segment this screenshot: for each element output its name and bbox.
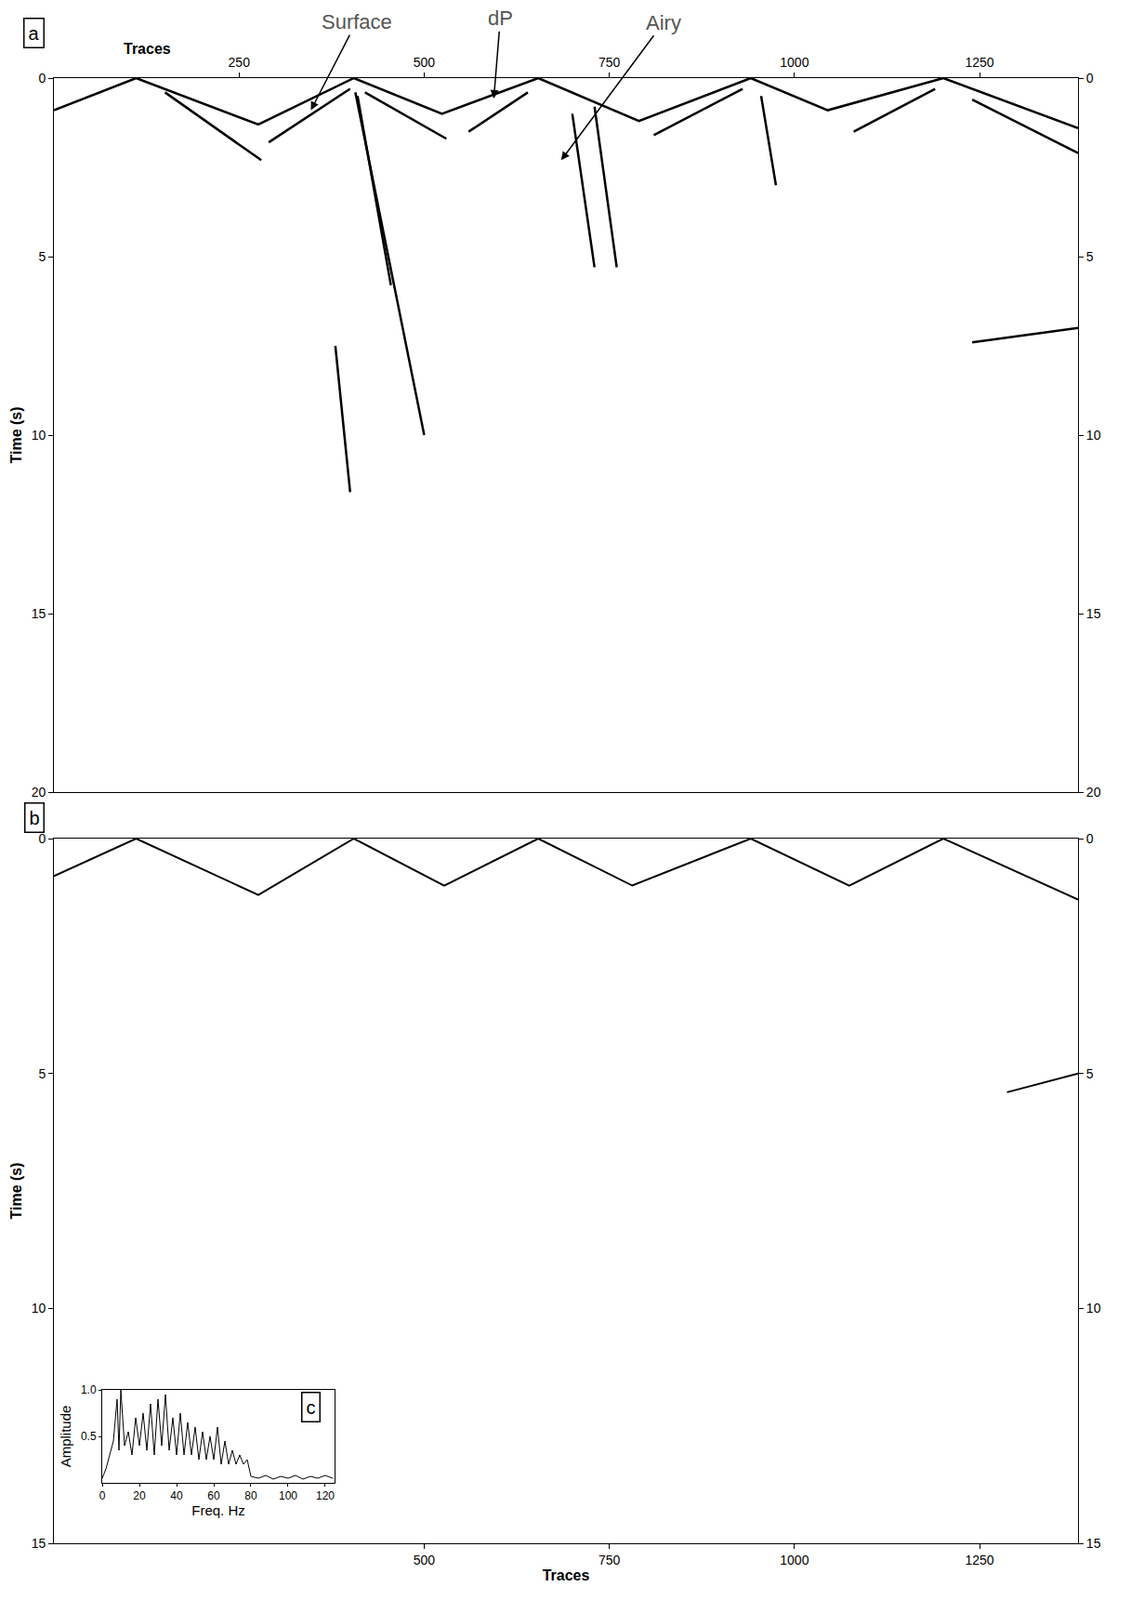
svg-text:10: 10: [1086, 1300, 1102, 1316]
svg-text:0.5: 0.5: [80, 1429, 97, 1443]
svg-text:Freq. Hz: Freq. Hz: [191, 1501, 246, 1518]
svg-text:500: 500: [413, 1551, 436, 1567]
svg-text:5: 5: [38, 1065, 46, 1081]
svg-text:120: 120: [315, 1488, 335, 1502]
svg-text:Traces: Traces: [123, 40, 171, 57]
svg-text:5: 5: [1086, 1065, 1094, 1081]
svg-text:Surface: Surface: [321, 10, 393, 34]
svg-text:5: 5: [38, 249, 46, 264]
svg-text:15: 15: [31, 1535, 47, 1551]
svg-text:Airy: Airy: [645, 11, 682, 35]
svg-text:750: 750: [598, 54, 621, 70]
svg-text:b: b: [29, 807, 40, 829]
svg-text:15: 15: [1086, 1535, 1102, 1551]
svg-text:40: 40: [170, 1488, 184, 1502]
svg-text:a: a: [28, 23, 40, 44]
svg-text:1000: 1000: [779, 1551, 809, 1567]
svg-text:c: c: [306, 1396, 316, 1418]
svg-text:10: 10: [1086, 427, 1102, 443]
svg-text:Time (s): Time (s): [8, 406, 25, 463]
svg-text:750: 750: [598, 1551, 621, 1567]
svg-text:0: 0: [38, 70, 46, 86]
svg-text:Amplitude: Amplitude: [57, 1405, 74, 1468]
svg-text:20: 20: [132, 1488, 146, 1502]
svg-text:1000: 1000: [779, 54, 809, 70]
svg-text:10: 10: [31, 427, 47, 443]
svg-text:0: 0: [1086, 830, 1094, 846]
svg-text:80: 80: [244, 1488, 258, 1502]
svg-text:0: 0: [99, 1488, 106, 1502]
svg-text:0: 0: [1086, 70, 1094, 86]
svg-text:1250: 1250: [964, 1551, 994, 1567]
svg-text:Time (s): Time (s): [8, 1161, 25, 1219]
svg-text:100: 100: [278, 1488, 298, 1502]
svg-text:5: 5: [1086, 249, 1094, 264]
svg-text:500: 500: [413, 54, 436, 70]
svg-text:1.0: 1.0: [80, 1382, 97, 1396]
svg-text:10: 10: [31, 1300, 47, 1316]
svg-text:1250: 1250: [964, 54, 994, 70]
svg-text:20: 20: [1086, 784, 1102, 800]
svg-text:dP: dP: [487, 6, 513, 30]
svg-text:15: 15: [1086, 605, 1102, 621]
svg-text:250: 250: [228, 54, 251, 70]
svg-text:15: 15: [31, 605, 47, 621]
svg-text:Traces: Traces: [542, 1566, 591, 1583]
svg-text:20: 20: [31, 784, 47, 800]
svg-text:60: 60: [207, 1488, 221, 1502]
svg-text:0: 0: [38, 830, 46, 846]
